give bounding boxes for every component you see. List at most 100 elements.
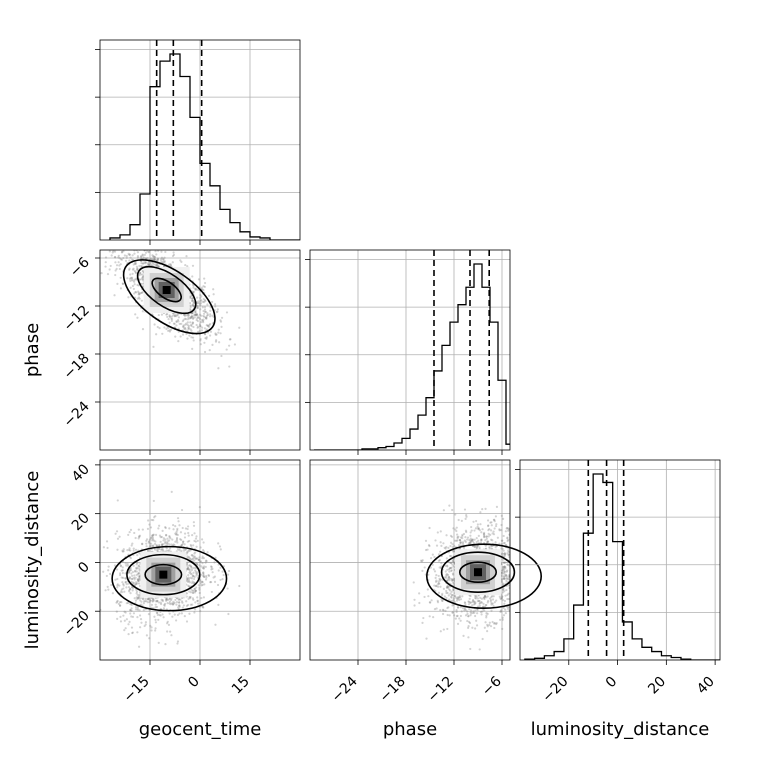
sample-point — [144, 260, 147, 263]
sample-point — [181, 320, 184, 323]
sample-point — [198, 579, 202, 582]
sample-point — [455, 610, 458, 613]
sample-point — [122, 587, 125, 590]
sample-point — [175, 532, 178, 536]
sample-point — [442, 609, 445, 612]
sample-point — [189, 597, 192, 600]
sample-point — [199, 343, 202, 346]
sample-point — [188, 564, 192, 567]
sample-point — [176, 527, 179, 531]
sample-point — [137, 537, 140, 540]
sample-point — [441, 612, 445, 616]
sample-point — [186, 337, 189, 340]
sample-point — [172, 528, 175, 531]
sample-point — [485, 535, 488, 538]
sample-point — [451, 611, 454, 614]
sample-point — [206, 324, 210, 327]
sample-point — [153, 258, 156, 261]
sample-point — [190, 297, 193, 300]
sample-point — [490, 545, 493, 548]
sample-point — [107, 565, 110, 568]
sample-point — [202, 285, 205, 288]
sample-point — [514, 553, 516, 555]
sample-point — [154, 515, 157, 518]
sample-point — [227, 569, 231, 573]
sample-point — [129, 566, 132, 570]
sample-point — [129, 612, 132, 615]
sample-point — [500, 571, 504, 574]
sample-point — [137, 571, 140, 575]
sample-point — [472, 520, 475, 523]
sample-point — [506, 536, 509, 539]
sample-point — [177, 340, 180, 343]
sample-point — [129, 609, 132, 612]
sample-point — [131, 631, 134, 634]
sample-point — [202, 575, 206, 578]
sample-point — [196, 596, 199, 599]
sample-point — [186, 567, 189, 571]
sample-point — [176, 318, 180, 322]
sample-point — [506, 577, 509, 580]
sample-point — [152, 539, 156, 542]
sample-point — [511, 582, 513, 584]
sample-point — [503, 555, 506, 558]
sample-point — [480, 538, 483, 541]
sample-point — [532, 599, 534, 601]
sample-point — [492, 518, 496, 521]
sample-point — [480, 539, 483, 542]
sample-point — [482, 596, 485, 599]
sample-point — [206, 324, 209, 327]
sample-point — [176, 314, 179, 317]
xtick-label: 40 — [694, 674, 718, 698]
sample-point — [491, 598, 495, 601]
sample-point — [508, 574, 510, 578]
sample-point — [124, 577, 127, 580]
sample-point — [514, 561, 516, 563]
sample-point — [79, 226, 81, 228]
panel-frame — [99, 459, 301, 661]
sample-point — [424, 539, 428, 542]
sample-point — [180, 508, 184, 512]
sample-point — [136, 267, 139, 270]
sample-point — [479, 541, 483, 544]
sample-point — [128, 587, 132, 590]
sample-point — [517, 553, 519, 555]
sample-point — [185, 322, 188, 325]
sample-point — [139, 271, 142, 275]
sample-point — [198, 506, 201, 509]
sample-point — [480, 601, 483, 604]
sample-point — [507, 553, 510, 557]
sample-point — [133, 262, 136, 265]
sample-point — [170, 317, 173, 320]
sample-point — [129, 528, 133, 531]
sample-point — [193, 314, 196, 317]
sample-point — [483, 531, 486, 534]
sample-point — [211, 314, 214, 317]
sample-point — [198, 588, 201, 591]
sample-point — [201, 326, 204, 329]
sample-point — [186, 314, 189, 317]
sample-point — [469, 611, 472, 614]
sample-point — [153, 615, 156, 618]
sample-point — [212, 293, 215, 296]
sample-point — [178, 524, 181, 527]
sample-point — [169, 603, 172, 606]
sample-point — [464, 529, 468, 532]
sample-point — [145, 634, 148, 637]
sample-point — [197, 302, 200, 305]
sample-point — [126, 549, 129, 552]
sample-point — [196, 304, 199, 307]
sample-point — [447, 598, 451, 601]
sample-point — [195, 313, 198, 316]
sample-point — [495, 599, 498, 602]
sample-point — [110, 254, 113, 257]
sample-point — [432, 568, 435, 571]
sample-point — [154, 548, 157, 551]
sample-point — [157, 313, 160, 317]
sample-point — [160, 548, 163, 551]
sample-point — [178, 605, 181, 608]
sample-point — [209, 313, 212, 316]
sample-point — [147, 541, 150, 544]
sample-point — [120, 250, 124, 254]
sample-point — [482, 532, 485, 536]
